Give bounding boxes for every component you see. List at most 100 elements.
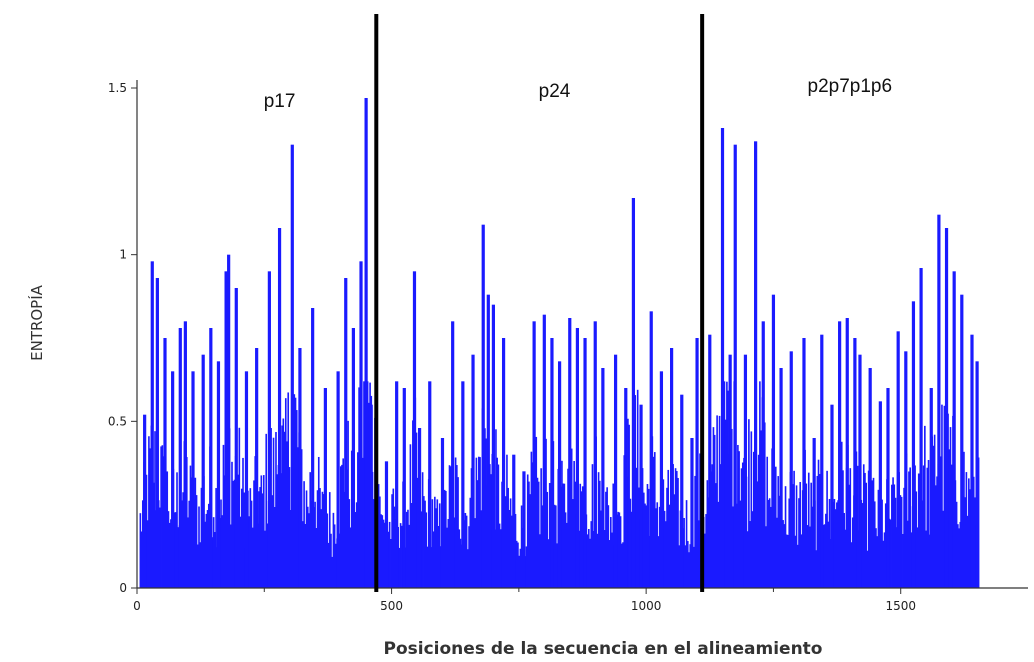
- entropy-bar: [807, 472, 810, 588]
- entropy-bar: [177, 527, 180, 588]
- entropy-bar: [166, 471, 169, 588]
- entropy-bar: [426, 546, 429, 588]
- entropy-bar: [222, 444, 225, 588]
- entropy-bar: [459, 538, 462, 588]
- entropy-peak-bar: [522, 471, 526, 588]
- entropy-bar: [281, 425, 283, 588]
- entropy-peak-bar: [583, 338, 587, 588]
- entropy-peak-bar: [491, 304, 495, 588]
- entropy-bar: [715, 483, 717, 588]
- entropy-bar: [425, 512, 428, 588]
- entropy-bar: [642, 492, 645, 588]
- entropy-bar: [258, 491, 260, 588]
- entropy-bar: [774, 466, 777, 588]
- entropy-bar: [750, 431, 753, 588]
- entropy-bar: [390, 539, 392, 588]
- entropy-bar: [350, 450, 353, 588]
- entropy-bar: [237, 474, 239, 588]
- entropy-bar: [270, 428, 272, 588]
- entropy-bar: [677, 477, 679, 588]
- entropy-bar: [864, 472, 866, 588]
- entropy-bar: [727, 390, 729, 588]
- entropy-bar: [629, 498, 632, 588]
- entropy-bar: [751, 511, 754, 588]
- entropy-bar: [891, 484, 893, 588]
- entropy-bar: [899, 495, 902, 588]
- entropy-bar: [408, 524, 410, 588]
- entropy-bar: [540, 468, 542, 588]
- entropy-bar: [387, 531, 390, 588]
- entropy-peak-bar: [351, 328, 355, 588]
- entropy-bar: [458, 529, 461, 588]
- entropy-bar: [401, 525, 403, 588]
- entropy-bar: [607, 505, 610, 588]
- entropy-bar: [939, 456, 942, 588]
- entropy-bar: [635, 467, 638, 588]
- entropy-bar: [381, 515, 384, 588]
- entropy-bar: [958, 528, 960, 588]
- entropy-bar: [817, 459, 820, 588]
- entropy-bar: [766, 456, 769, 588]
- entropy-peak-bar: [960, 294, 964, 588]
- entropy-bar: [950, 464, 953, 588]
- entropy-bar: [383, 522, 386, 588]
- entropy-bar: [573, 461, 575, 588]
- entropy-bar: [541, 505, 544, 588]
- entropy-bar: [511, 515, 513, 588]
- entropy-bar: [684, 545, 687, 588]
- entropy-bar: [693, 546, 695, 588]
- entropy-bar: [509, 498, 512, 588]
- entropy-bar: [302, 521, 304, 588]
- entropy-bar: [303, 481, 305, 588]
- entropy-peak-bar: [244, 371, 249, 588]
- entropy-peak-bar: [886, 388, 890, 588]
- entropy-bar: [388, 521, 391, 588]
- entropy-bar: [834, 509, 837, 588]
- entropy-bar: [295, 410, 298, 588]
- entropy-bar: [578, 530, 580, 588]
- entropy-bar: [965, 472, 968, 588]
- entropy-bar: [608, 540, 611, 588]
- entropy-bar: [884, 503, 887, 588]
- entropy-bar: [160, 446, 162, 588]
- entropy-bar: [599, 480, 601, 588]
- entropy-bar: [260, 475, 263, 588]
- entropy-bar: [783, 524, 786, 588]
- entropy-bar: [933, 434, 936, 588]
- entropy-bar: [167, 511, 170, 588]
- entropy-bar: [586, 534, 589, 588]
- entropy-peak-bar: [178, 328, 182, 588]
- entropy-peak-bar: [143, 414, 147, 588]
- entropy-bar: [320, 509, 323, 588]
- entropy-bar: [622, 542, 624, 588]
- entropy-bar: [697, 520, 700, 588]
- entropy-bar: [412, 420, 414, 588]
- entropy-bar: [431, 499, 434, 588]
- entropy-bar: [924, 425, 926, 588]
- entropy-bar: [653, 452, 656, 588]
- entropy-bar: [188, 500, 191, 588]
- entropy-bar: [306, 506, 309, 588]
- entropy-bar: [204, 521, 206, 588]
- entropy-bar: [828, 498, 831, 588]
- entropy-bar: [638, 487, 640, 588]
- entropy-peak-bar: [659, 371, 664, 588]
- entropy-bar: [810, 482, 813, 588]
- entropy-bar: [464, 512, 467, 588]
- entropy-bar: [574, 481, 577, 588]
- entropy-bar: [806, 525, 809, 588]
- entropy-bar: [393, 506, 396, 588]
- entropy-bar: [719, 464, 722, 588]
- bars-group: [139, 98, 980, 589]
- entropy-peak-bar: [613, 354, 618, 588]
- entropy-bar: [603, 530, 606, 588]
- entropy-peak-bar: [929, 388, 933, 588]
- entropy-bar: [704, 533, 706, 588]
- entropy-bar: [297, 447, 299, 588]
- entropy-bar: [358, 387, 360, 588]
- entropy-peak-bar: [858, 354, 862, 588]
- entropy-bar: [214, 532, 216, 588]
- entropy-bar: [652, 456, 655, 588]
- entropy-bar: [168, 522, 171, 588]
- entropy-bar: [799, 482, 802, 588]
